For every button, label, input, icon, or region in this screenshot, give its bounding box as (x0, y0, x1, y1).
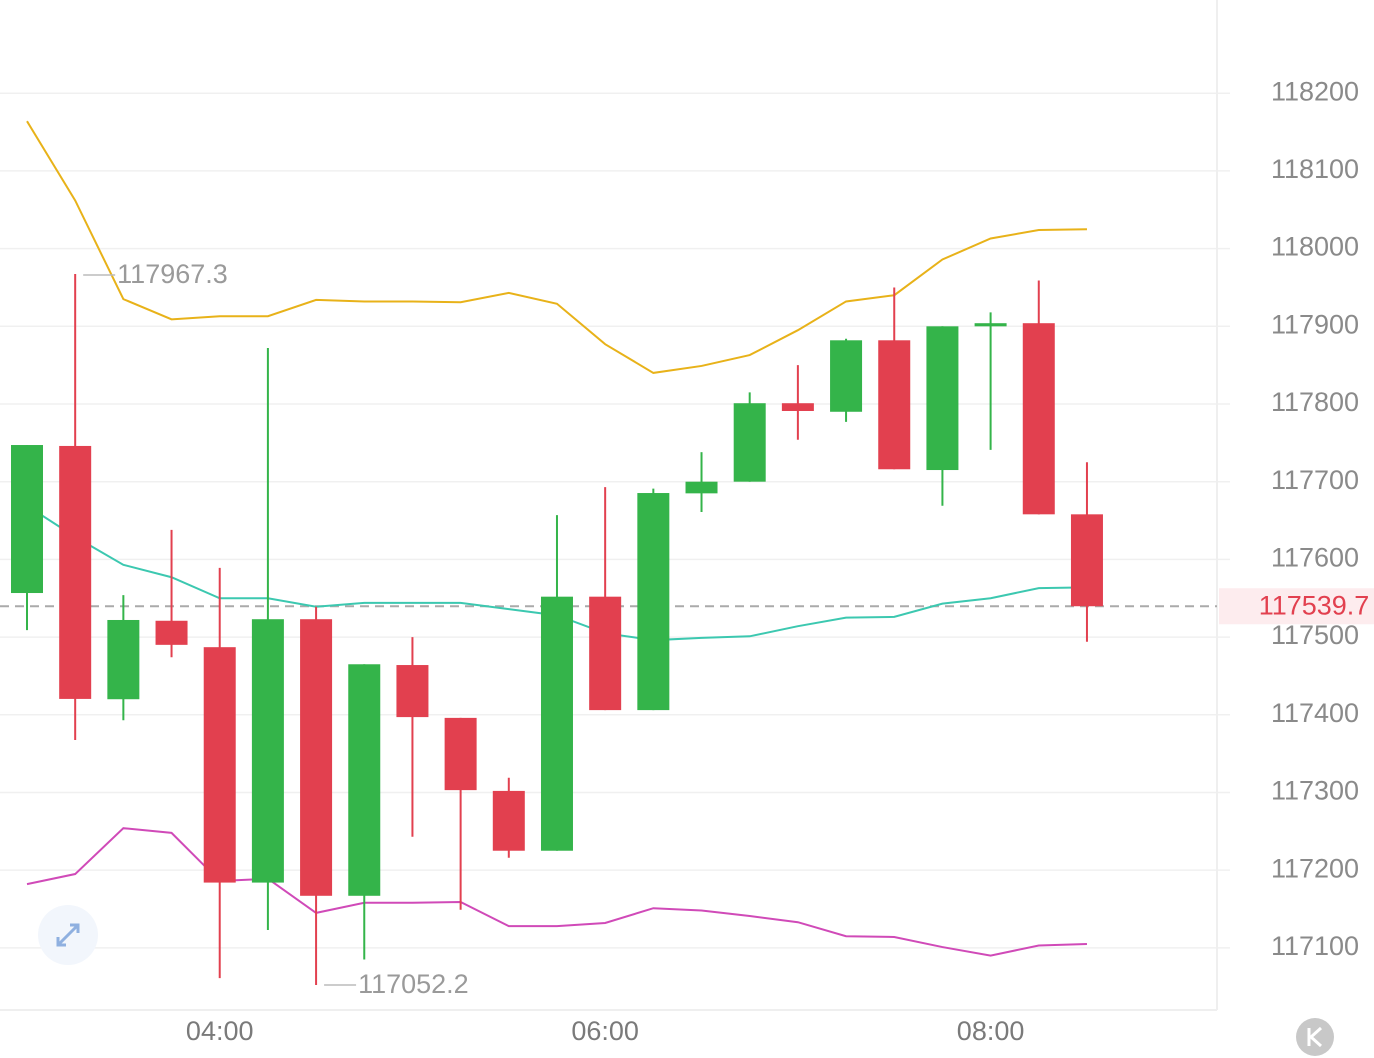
y-tick-label: 118200 (1271, 76, 1359, 106)
expand-button[interactable] (38, 905, 98, 965)
y-tick-label: 117700 (1271, 465, 1359, 495)
candle-body (781, 403, 814, 411)
candle-body (733, 403, 766, 482)
candle-body (830, 340, 863, 412)
y-tick-label: 118000 (1271, 232, 1359, 262)
y-tick-label: 117500 (1271, 620, 1359, 650)
logo-circle (1296, 1018, 1334, 1056)
expand-icon[interactable] (56, 923, 80, 947)
candle-body (1070, 514, 1103, 607)
candle-body (926, 326, 959, 471)
candle-body (1022, 323, 1055, 515)
candle-body (203, 647, 236, 883)
candle-body (637, 493, 670, 711)
candle-body (11, 445, 43, 594)
y-tick-label: 117100 (1271, 931, 1359, 961)
y-tick-label: 117300 (1271, 776, 1359, 806)
x-tick-label: 08:00 (957, 1016, 1025, 1046)
low-label: 117052.2 (358, 969, 469, 999)
price-tag-label: 117539.7 (1259, 590, 1370, 620)
candle-body (107, 619, 140, 700)
y-tick-label: 117900 (1271, 309, 1359, 339)
candle-body (300, 619, 333, 896)
candle-body (396, 665, 429, 718)
candle-body (589, 596, 622, 711)
candle-body (59, 445, 92, 699)
candle-body (251, 619, 284, 883)
high-label: 117967.3 (117, 259, 228, 289)
candle-body (540, 596, 573, 851)
candle-body (492, 790, 525, 851)
candle-body (685, 481, 718, 494)
price-tag (1219, 588, 1374, 625)
y-tick-label: 118100 (1271, 154, 1359, 184)
y-tick-label: 117200 (1271, 853, 1359, 883)
y-tick-label: 117800 (1271, 387, 1359, 417)
logo (1296, 1018, 1334, 1056)
candle-body (155, 620, 188, 645)
candle-body (444, 717, 477, 791)
band-line (26, 827, 1087, 957)
band-line (26, 120, 1087, 374)
candle-body (348, 664, 381, 896)
x-tick-label: 04:00 (186, 1016, 254, 1046)
x-tick-label: 06:00 (571, 1016, 639, 1046)
candle-body (878, 340, 911, 470)
y-tick-label: 117600 (1271, 543, 1359, 573)
logo-mark (1307, 1026, 1323, 1048)
y-tick-label: 117400 (1271, 698, 1359, 728)
candle-body (974, 323, 1007, 327)
